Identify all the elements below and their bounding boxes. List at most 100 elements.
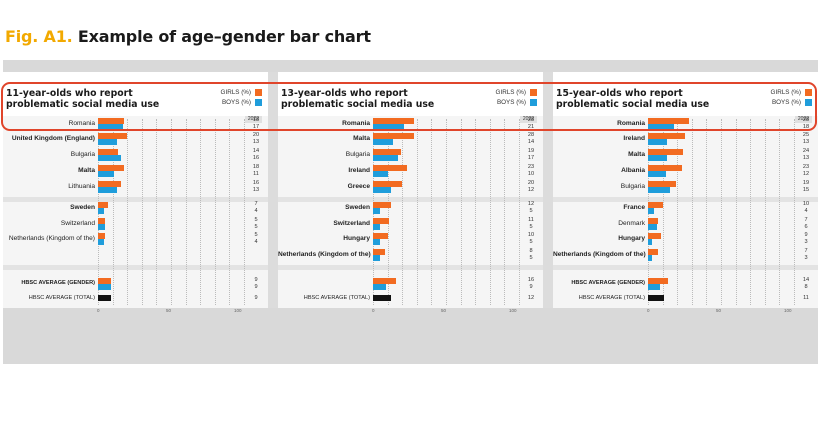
value-girls: 23 xyxy=(802,164,810,170)
value-girls: 5 xyxy=(254,217,258,223)
country-label: Bulgaria xyxy=(620,183,645,190)
bar-girls xyxy=(648,133,685,139)
value-girls: 28 xyxy=(802,117,810,123)
bar-girls xyxy=(98,149,119,155)
country-label: Netherlands (Kingdom of the) xyxy=(278,251,371,258)
gridline xyxy=(504,119,506,305)
bar-girls xyxy=(98,165,125,171)
group-separator xyxy=(278,265,543,270)
bar-boys xyxy=(648,139,667,145)
panel-gap xyxy=(543,72,553,308)
gridline xyxy=(229,119,231,305)
bar-girls xyxy=(373,233,388,239)
value-girls: 7 xyxy=(804,248,808,254)
chart-title: 15-year-olds who report problematic soci… xyxy=(556,88,710,110)
gridline xyxy=(735,119,737,305)
bar-boys xyxy=(648,155,667,161)
figure-title: Fig. A1. Example of age–gender bar chart xyxy=(5,27,371,46)
value-boys: 3 xyxy=(804,238,808,245)
year-label: 2022 xyxy=(244,116,262,123)
value-girls: 14 xyxy=(252,148,260,154)
country-label: Malta xyxy=(78,167,95,174)
chart-panel-13: 13-year-olds who report problematic soci… xyxy=(278,72,543,313)
value-total: 12 xyxy=(527,295,535,301)
gridline xyxy=(691,119,693,305)
legend-boys-swatch xyxy=(530,99,537,106)
country-label: Netherlands (Kingdom of the) xyxy=(553,251,646,258)
gridline xyxy=(475,119,477,305)
bar-girls xyxy=(648,181,676,187)
x-tick-label: 50 xyxy=(716,308,722,313)
bar-girls xyxy=(648,249,659,255)
legend-girls-label: GIRLS (%) xyxy=(220,89,251,96)
value-girls: 16 xyxy=(252,180,260,186)
chart-panel-15: 15-year-olds who report problematic soci… xyxy=(553,72,818,313)
bar-girls xyxy=(648,218,659,224)
country-label: HBSC AVERAGE (TOTAL) xyxy=(578,295,645,301)
value-boys: 17 xyxy=(527,154,535,161)
bar-boys xyxy=(373,208,381,214)
bar-girls xyxy=(373,202,391,208)
bar-girls xyxy=(373,278,397,284)
value-girls: 19 xyxy=(802,180,810,186)
value-boys: 5 xyxy=(529,238,533,245)
bar-girls xyxy=(373,118,414,124)
value-girls: 20 xyxy=(527,180,535,186)
legend-girls: GIRLS (%) xyxy=(221,89,262,96)
legend-boys-label: BOYS (%) xyxy=(771,99,801,106)
value-boys: 8 xyxy=(804,283,808,290)
bar-boys xyxy=(373,187,391,193)
bar-boys xyxy=(373,224,381,230)
highlight-frame xyxy=(1,82,817,131)
country-label: Hungary xyxy=(618,235,645,242)
country-label: HBSC AVERAGE (GENDER) xyxy=(21,280,95,286)
x-tick-label: 0 xyxy=(372,308,375,313)
x-tick-label: 100 xyxy=(234,308,242,313)
legend-girls: GIRLS (%) xyxy=(496,89,537,96)
country-label: HBSC AVERAGE (TOTAL) xyxy=(28,295,95,301)
year-label: 2022 xyxy=(519,116,537,123)
legend-boys: BOYS (%) xyxy=(222,99,262,106)
bar-girls xyxy=(98,181,122,187)
bar-girls xyxy=(373,165,407,171)
gridline xyxy=(662,119,664,305)
bar-boys xyxy=(648,255,653,261)
value-boys: 12 xyxy=(802,170,810,177)
bar-girls xyxy=(98,233,106,239)
bar-boys xyxy=(373,124,404,130)
value-boys: 6 xyxy=(804,223,808,230)
value-boys: 13 xyxy=(802,138,810,145)
bar-girls xyxy=(648,165,682,171)
x-tick-label: 50 xyxy=(441,308,447,313)
bar-boys xyxy=(373,139,394,145)
bar-boys xyxy=(648,239,653,245)
chart-panel-11: 11-year-olds who report problematic soci… xyxy=(3,72,268,313)
country-label: France xyxy=(623,204,645,211)
gridline xyxy=(794,119,795,305)
gridline xyxy=(244,119,245,305)
value-girls: 18 xyxy=(252,117,260,123)
panel-header: 11-year-olds who report problematic soci… xyxy=(3,72,268,116)
bar-boys xyxy=(373,171,388,177)
gridline xyxy=(387,119,389,305)
gridline xyxy=(779,119,781,305)
value-boys: 16 xyxy=(252,154,260,161)
country-label: Ireland xyxy=(623,135,645,142)
top-band xyxy=(3,60,818,72)
bar-girls xyxy=(373,133,414,139)
gridline xyxy=(185,119,187,305)
legend-girls-label: GIRLS (%) xyxy=(495,89,526,96)
bottom-band xyxy=(3,308,818,364)
value-girls: 11 xyxy=(528,217,534,223)
value-girls: 24 xyxy=(802,148,810,154)
x-tick-label: 0 xyxy=(647,308,650,313)
gridline xyxy=(156,119,158,305)
bar-girls xyxy=(648,149,684,155)
bar-girls xyxy=(98,202,109,208)
legend-girls-swatch xyxy=(805,89,812,96)
bar-boys xyxy=(373,255,381,261)
legend-boys-label: BOYS (%) xyxy=(221,99,251,106)
bar-girls xyxy=(373,149,401,155)
value-girls: 20 xyxy=(252,132,260,138)
gridline xyxy=(489,119,491,305)
